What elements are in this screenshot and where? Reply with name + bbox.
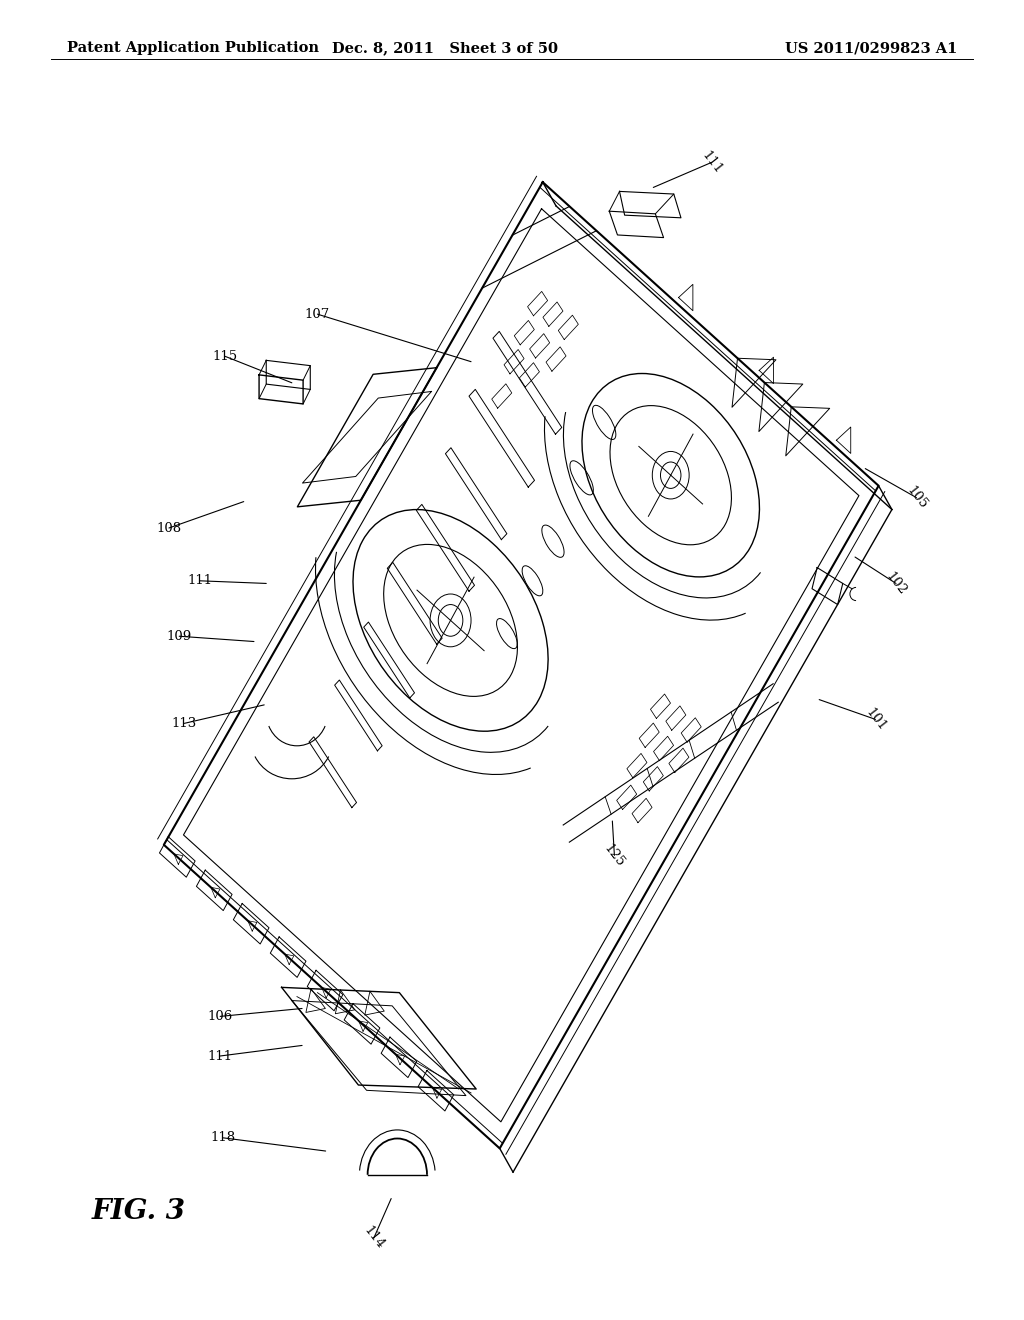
Text: 111: 111 [208, 1049, 232, 1063]
Text: Dec. 8, 2011   Sheet 3 of 50: Dec. 8, 2011 Sheet 3 of 50 [333, 41, 558, 55]
Text: 102: 102 [883, 569, 909, 598]
Text: 111: 111 [698, 148, 725, 177]
Text: 107: 107 [305, 308, 330, 321]
Text: 115: 115 [213, 350, 238, 363]
Text: US 2011/0299823 A1: US 2011/0299823 A1 [785, 41, 957, 55]
Text: 109: 109 [167, 630, 191, 643]
Text: 105: 105 [903, 483, 930, 512]
Text: 106: 106 [208, 1010, 232, 1023]
Text: 114: 114 [360, 1224, 387, 1253]
Text: FIG. 3: FIG. 3 [91, 1199, 185, 1225]
Text: 108: 108 [157, 521, 181, 535]
Text: 113: 113 [172, 717, 197, 730]
Text: 111: 111 [187, 574, 212, 587]
Text: 101: 101 [862, 705, 889, 734]
Text: 118: 118 [211, 1131, 236, 1144]
Text: Patent Application Publication: Patent Application Publication [67, 41, 318, 55]
Text: 125: 125 [601, 841, 628, 870]
